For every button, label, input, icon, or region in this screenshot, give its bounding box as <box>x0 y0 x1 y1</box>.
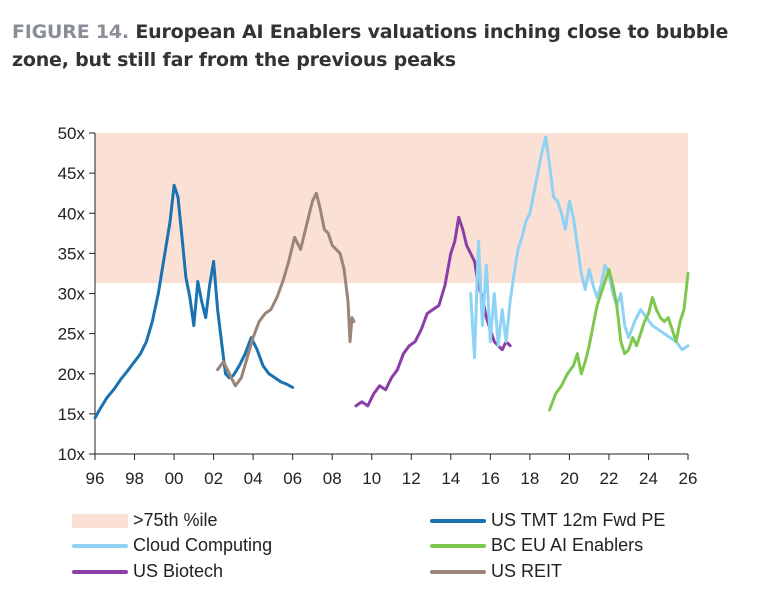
x-tick-label: 26 <box>679 469 698 488</box>
legend-line-swatch <box>430 569 486 574</box>
chart-title: FIGURE 14. European AI Enablers valuatio… <box>12 18 752 74</box>
legend-label: >75th %ile <box>133 510 218 530</box>
x-tick-label: 06 <box>283 469 302 488</box>
series-line-cloud-computing <box>469 135 690 360</box>
chart-title-text: European AI Enablers valuations inching … <box>12 21 729 71</box>
x-tick-label: 24 <box>639 469 658 488</box>
y-tick-label: 25x <box>58 325 86 344</box>
legend-label: BC EU AI Enablers <box>491 535 644 555</box>
x-tick-label: 16 <box>481 469 500 488</box>
x-tick-label: 20 <box>560 469 579 488</box>
x-tick-label: 10 <box>362 469 381 488</box>
zone-75th-percentile <box>95 133 688 284</box>
figure-label: FIGURE 14. <box>12 21 129 43</box>
x-tick-label: 14 <box>441 469 460 488</box>
series-line-us-tmt-12m-fwd-pe <box>93 183 295 420</box>
x-tick-label: 02 <box>204 469 223 488</box>
legend-area-swatch <box>72 513 128 528</box>
legend-label: US REIT <box>491 561 563 581</box>
x-tick-label: 04 <box>244 469 263 488</box>
y-tick-label: 35x <box>58 244 86 263</box>
x-tick-label: 96 <box>86 469 105 488</box>
y-tick-label: 30x <box>58 285 86 304</box>
legend-item: US Biotech <box>72 561 223 582</box>
legend-item: US REIT <box>430 561 562 582</box>
x-tick-label: 08 <box>323 469 342 488</box>
legend-label: Cloud Computing <box>133 535 273 555</box>
legend-item: BC EU AI Enablers <box>430 535 643 556</box>
y-tick-label: 10x <box>58 445 86 464</box>
legend-label: US TMT 12m Fwd PE <box>491 510 666 530</box>
legend-line-swatch <box>430 543 486 548</box>
legend-item: Cloud Computing <box>72 535 272 556</box>
series-line-bc-eu-ai-enablers <box>548 267 690 412</box>
y-tick-label: 15x <box>58 405 86 424</box>
y-tick-label: 40x <box>58 204 86 223</box>
x-tick-label: 00 <box>165 469 184 488</box>
legend-line-swatch <box>430 518 486 523</box>
legend-item: >75th %ile <box>72 510 218 531</box>
legend-line-swatch <box>72 569 128 574</box>
x-tick-label: 22 <box>599 469 618 488</box>
x-tick-label: 18 <box>520 469 539 488</box>
legend-label: US Biotech <box>133 561 224 581</box>
legend-line-swatch <box>72 543 128 548</box>
legend-item: US TMT 12m Fwd PE <box>430 510 665 531</box>
y-tick-label: 45x <box>58 164 86 183</box>
series-line-us-reit <box>216 191 356 388</box>
x-tick-label: 12 <box>402 469 421 488</box>
y-tick-label: 50x <box>58 124 86 143</box>
x-tick-label: 98 <box>125 469 144 488</box>
y-tick-label: 20x <box>58 365 86 384</box>
